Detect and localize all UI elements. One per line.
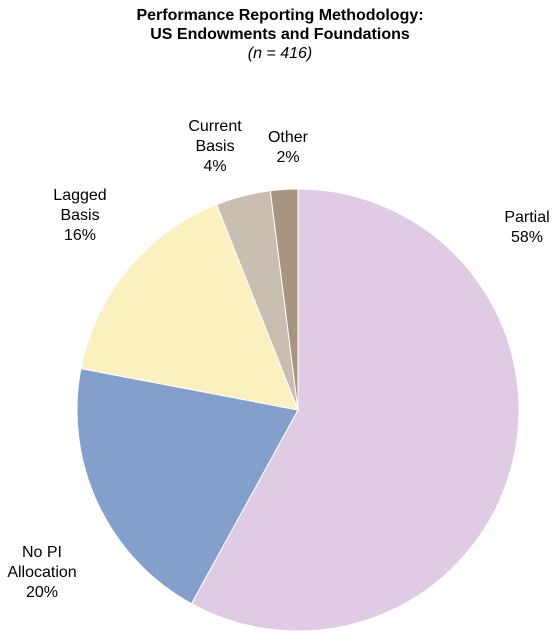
category-label: No PI Allocation (7, 544, 77, 581)
value-label: 4% (203, 158, 227, 175)
pie-slice (190, 188, 520, 632)
slice-label: Lagged Basis 16% (42, 186, 118, 246)
value-label: 20% (25, 584, 59, 601)
pie-slice (80, 203, 299, 411)
value-label: 58% (510, 229, 544, 246)
title-block: Performance Reporting Methodology: US En… (0, 6, 560, 63)
pie-slice (269, 188, 299, 411)
slice-label: Partial 58% (489, 208, 560, 248)
category-label: Other (267, 129, 308, 146)
slice-label: Current Basis 4% (177, 117, 253, 177)
value-label: 16% (63, 227, 97, 244)
chart-subtitle: (n = 416) (247, 45, 313, 62)
category-label: Current Basis (188, 118, 242, 155)
chart-title: Performance Reporting Methodology: US En… (136, 7, 424, 43)
slice-label: No PI Allocation 20% (4, 543, 80, 603)
value-label: 2% (276, 149, 300, 166)
slice-label: Other 2% (250, 128, 326, 168)
category-label: Partial (504, 209, 550, 226)
pie-slice (76, 368, 299, 605)
category-label: Lagged Basis (53, 187, 107, 224)
